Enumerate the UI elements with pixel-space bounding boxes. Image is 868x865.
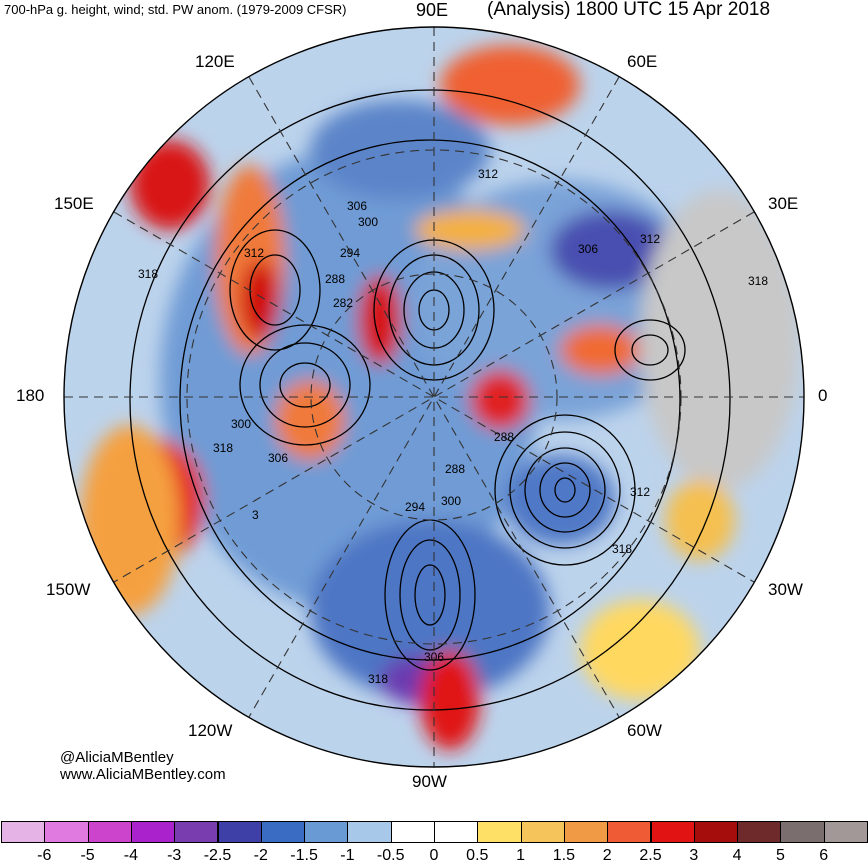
colorbar-swatch [1,821,46,843]
colorbar-swatch [520,821,565,843]
colorbar-swatch [130,821,176,843]
colorbar-tick-label: -2.5 [203,847,232,864]
colorbar-tick-label: 0.5 [466,847,489,864]
colorbar-swatch [780,821,825,843]
analysis-time: (Analysis) 1800 UTC 15 Apr 2018 [487,0,771,20]
author-handle: @AliciaMBentley [60,749,174,766]
colorbar-tick-label: -5 [80,847,95,864]
svg-text:306: 306 [347,199,367,213]
svg-text:312: 312 [630,485,650,499]
svg-text:312: 312 [478,167,498,181]
svg-text:294: 294 [405,500,425,514]
colorbar-swatch [607,821,652,843]
lon-label-60w: 60W [627,721,662,740]
lon-label-90w: 90W [412,772,447,791]
svg-text:306: 306 [268,451,288,465]
map-title: 700-hPa g. height, wind; std. PW anom. (… [4,2,347,17]
lon-label-30w: 30W [768,580,803,599]
svg-text:300: 300 [441,494,461,508]
colorbar-tick-label: 3 [689,847,699,864]
colorbar-tick-label: 2.5 [639,847,662,864]
lon-label-30e: 30E [768,194,799,213]
colorbar-tick-label: -1.5 [290,847,318,864]
colorbar-tick-label: -1 [340,847,355,864]
colorbar-swatch [477,821,522,843]
svg-text:282: 282 [333,296,353,310]
graticule [64,27,804,767]
colorbar-tick-label: 6 [819,847,829,864]
colorbar-tick-label: -3 [167,847,182,864]
svg-text:288: 288 [445,462,465,476]
colorbar-tick-label: 5 [775,847,785,864]
colorbar-swatch [693,821,739,843]
colorbar-swatch [260,821,306,843]
lon-label-0: 0 [818,386,828,405]
colorbar-swatch [347,821,392,843]
svg-text:318: 318 [213,441,233,455]
colorbar-swatch [44,821,89,843]
svg-text:312: 312 [640,232,660,246]
contour-labels: 312 306 300 294 288 282 312 318 312 306 … [138,167,768,686]
author-website[interactable]: www.AliciaMBentley.com [60,766,226,783]
svg-text:312: 312 [244,246,264,260]
svg-text:318: 318 [138,267,158,281]
colorbar-tick-label: -4 [123,847,139,864]
colorbar-tick-label: -6 [37,847,52,864]
map-boundary [63,26,805,768]
colorbar-swatch [737,821,782,843]
colorbar-tick-label: -0.5 [376,847,405,864]
lon-label-150e: 150E [54,194,94,213]
svg-text:306: 306 [424,650,444,664]
colorbar-tick-label: 1.5 [552,847,576,864]
svg-text:294: 294 [340,246,360,260]
colorbar-tick-label: 2 [602,847,612,864]
svg-text:306: 306 [578,242,598,256]
lon-label-120w: 120W [188,721,233,740]
colorbar-swatch [217,821,262,843]
colorbar-tick-label: -2 [253,847,268,864]
svg-text:318: 318 [368,672,388,686]
svg-text:3: 3 [252,508,259,522]
colorbar-swatch [650,821,695,843]
lon-label-60e: 60E [627,52,658,71]
svg-text:300: 300 [231,417,251,431]
colorbar-swatch [434,821,479,843]
lon-label-180: 180 [16,386,45,405]
lon-label-90e: 90E [416,0,449,20]
svg-text:300: 300 [358,215,378,229]
svg-text:288: 288 [325,272,345,286]
colorbar-swatch [390,821,435,843]
colorbar-tick-label: 4 [732,847,742,864]
svg-text:288: 288 [494,430,514,444]
colorbar-swatch [304,821,349,843]
svg-text:318: 318 [612,542,632,556]
lon-label-120e: 120E [195,52,235,71]
colorbar-tick-label: 0 [429,847,439,864]
colorbar-swatch [823,821,868,843]
colorbar-swatch [563,821,609,843]
svg-text:318: 318 [748,274,768,288]
colorbar-swatch [174,821,219,843]
colorbar-tick-label: 1 [516,847,526,864]
lon-label-150w: 150W [46,580,91,599]
colorbar-swatch [87,821,132,843]
